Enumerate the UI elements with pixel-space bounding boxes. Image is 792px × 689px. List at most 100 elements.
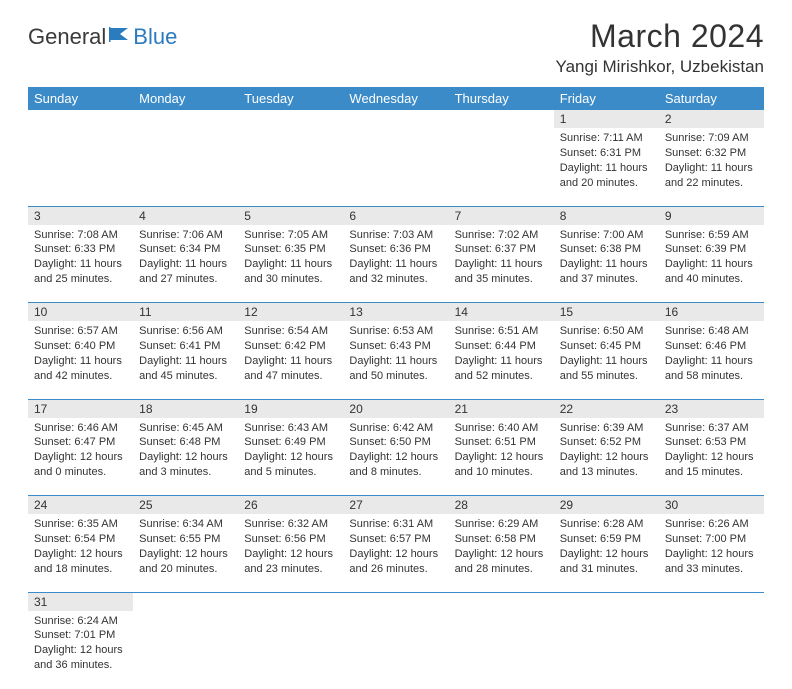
day-details: Sunrise: 6:50 AMSunset: 6:45 PMDaylight:… (554, 321, 659, 387)
day-content-cell (133, 611, 238, 689)
day-number-cell (554, 592, 659, 611)
day-number-cell: 2 (659, 110, 764, 128)
day-details: Sunrise: 6:42 AMSunset: 6:50 PMDaylight:… (343, 418, 448, 484)
day-content-cell: Sunrise: 6:45 AMSunset: 6:48 PMDaylight:… (133, 418, 238, 496)
day-content-cell: Sunrise: 6:59 AMSunset: 6:39 PMDaylight:… (659, 225, 764, 303)
day-number-cell: 5 (238, 206, 343, 225)
day-number-cell: 3 (28, 206, 133, 225)
day-number-cell (449, 110, 554, 128)
day-number-cell: 18 (133, 399, 238, 418)
day-number-cell: 24 (28, 496, 133, 515)
day-content-cell: Sunrise: 6:56 AMSunset: 6:41 PMDaylight:… (133, 321, 238, 399)
day-content-cell: Sunrise: 6:51 AMSunset: 6:44 PMDaylight:… (449, 321, 554, 399)
day-content-row: Sunrise: 6:24 AMSunset: 7:01 PMDaylight:… (28, 611, 764, 689)
day-number-cell (238, 592, 343, 611)
day-details: Sunrise: 6:53 AMSunset: 6:43 PMDaylight:… (343, 321, 448, 387)
day-number-cell: 31 (28, 592, 133, 611)
weekday-header: Tuesday (238, 87, 343, 110)
day-content-cell: Sunrise: 7:09 AMSunset: 6:32 PMDaylight:… (659, 128, 764, 206)
weekday-header: Thursday (449, 87, 554, 110)
weekday-header: Sunday (28, 87, 133, 110)
day-content-cell: Sunrise: 6:57 AMSunset: 6:40 PMDaylight:… (28, 321, 133, 399)
day-number-cell (28, 110, 133, 128)
day-number-cell: 8 (554, 206, 659, 225)
day-details: Sunrise: 6:32 AMSunset: 6:56 PMDaylight:… (238, 514, 343, 580)
day-number-cell (659, 592, 764, 611)
brand-part2: Blue (133, 24, 177, 50)
day-number-cell: 7 (449, 206, 554, 225)
header: General Blue March 2024 Yangi Mirishkor,… (28, 18, 764, 77)
day-content-cell: Sunrise: 6:28 AMSunset: 6:59 PMDaylight:… (554, 514, 659, 592)
day-content-cell (449, 611, 554, 689)
day-content-cell: Sunrise: 7:11 AMSunset: 6:31 PMDaylight:… (554, 128, 659, 206)
day-number-cell (343, 110, 448, 128)
weekday-header: Saturday (659, 87, 764, 110)
weekday-header: Friday (554, 87, 659, 110)
day-details: Sunrise: 7:09 AMSunset: 6:32 PMDaylight:… (659, 128, 764, 194)
day-content-cell (28, 128, 133, 206)
day-number-cell: 17 (28, 399, 133, 418)
day-number-cell: 20 (343, 399, 448, 418)
day-content-cell (554, 611, 659, 689)
day-number-cell: 6 (343, 206, 448, 225)
day-number-cell: 28 (449, 496, 554, 515)
day-number-row: 10111213141516 (28, 303, 764, 322)
day-details: Sunrise: 6:54 AMSunset: 6:42 PMDaylight:… (238, 321, 343, 387)
day-content-cell: Sunrise: 7:03 AMSunset: 6:36 PMDaylight:… (343, 225, 448, 303)
day-content-cell: Sunrise: 7:05 AMSunset: 6:35 PMDaylight:… (238, 225, 343, 303)
day-content-cell: Sunrise: 6:35 AMSunset: 6:54 PMDaylight:… (28, 514, 133, 592)
day-details: Sunrise: 7:06 AMSunset: 6:34 PMDaylight:… (133, 225, 238, 291)
day-number-cell: 1 (554, 110, 659, 128)
day-content-cell: Sunrise: 6:31 AMSunset: 6:57 PMDaylight:… (343, 514, 448, 592)
title-block: March 2024 Yangi Mirishkor, Uzbekistan (556, 18, 765, 77)
day-details: Sunrise: 6:48 AMSunset: 6:46 PMDaylight:… (659, 321, 764, 387)
day-details: Sunrise: 7:05 AMSunset: 6:35 PMDaylight:… (238, 225, 343, 291)
day-details: Sunrise: 6:34 AMSunset: 6:55 PMDaylight:… (133, 514, 238, 580)
day-number-cell: 19 (238, 399, 343, 418)
day-details: Sunrise: 6:31 AMSunset: 6:57 PMDaylight:… (343, 514, 448, 580)
day-content-row: Sunrise: 7:08 AMSunset: 6:33 PMDaylight:… (28, 225, 764, 303)
day-content-cell (449, 128, 554, 206)
day-number-row: 24252627282930 (28, 496, 764, 515)
weekday-header: Wednesday (343, 87, 448, 110)
day-number-row: 31 (28, 592, 764, 611)
brand-logo: General Blue (28, 18, 177, 50)
day-content-cell: Sunrise: 6:46 AMSunset: 6:47 PMDaylight:… (28, 418, 133, 496)
day-content-cell: Sunrise: 7:06 AMSunset: 6:34 PMDaylight:… (133, 225, 238, 303)
day-number-cell: 25 (133, 496, 238, 515)
day-content-cell (343, 611, 448, 689)
day-details: Sunrise: 7:11 AMSunset: 6:31 PMDaylight:… (554, 128, 659, 194)
brand-part1: General (28, 24, 106, 50)
day-details: Sunrise: 6:57 AMSunset: 6:40 PMDaylight:… (28, 321, 133, 387)
day-details: Sunrise: 6:43 AMSunset: 6:49 PMDaylight:… (238, 418, 343, 484)
day-content-cell (133, 128, 238, 206)
day-number-cell: 27 (343, 496, 448, 515)
day-content-cell (659, 611, 764, 689)
day-details: Sunrise: 6:46 AMSunset: 6:47 PMDaylight:… (28, 418, 133, 484)
day-details: Sunrise: 6:45 AMSunset: 6:48 PMDaylight:… (133, 418, 238, 484)
day-content-cell: Sunrise: 6:37 AMSunset: 6:53 PMDaylight:… (659, 418, 764, 496)
day-number-cell: 10 (28, 303, 133, 322)
day-content-cell: Sunrise: 6:24 AMSunset: 7:01 PMDaylight:… (28, 611, 133, 689)
day-details: Sunrise: 6:24 AMSunset: 7:01 PMDaylight:… (28, 611, 133, 677)
day-content-cell: Sunrise: 6:43 AMSunset: 6:49 PMDaylight:… (238, 418, 343, 496)
day-content-cell: Sunrise: 7:08 AMSunset: 6:33 PMDaylight:… (28, 225, 133, 303)
day-number-cell: 22 (554, 399, 659, 418)
day-number-cell (133, 592, 238, 611)
day-content-row: Sunrise: 6:35 AMSunset: 6:54 PMDaylight:… (28, 514, 764, 592)
day-details: Sunrise: 6:59 AMSunset: 6:39 PMDaylight:… (659, 225, 764, 291)
day-details: Sunrise: 7:02 AMSunset: 6:37 PMDaylight:… (449, 225, 554, 291)
day-content-cell: Sunrise: 6:29 AMSunset: 6:58 PMDaylight:… (449, 514, 554, 592)
day-content-cell (238, 128, 343, 206)
day-details: Sunrise: 6:35 AMSunset: 6:54 PMDaylight:… (28, 514, 133, 580)
page-title: March 2024 (556, 18, 765, 55)
day-details: Sunrise: 6:51 AMSunset: 6:44 PMDaylight:… (449, 321, 554, 387)
day-details: Sunrise: 7:03 AMSunset: 6:36 PMDaylight:… (343, 225, 448, 291)
day-content-cell (238, 611, 343, 689)
day-content-cell (343, 128, 448, 206)
day-details: Sunrise: 6:39 AMSunset: 6:52 PMDaylight:… (554, 418, 659, 484)
day-number-cell (449, 592, 554, 611)
day-content-cell: Sunrise: 6:48 AMSunset: 6:46 PMDaylight:… (659, 321, 764, 399)
day-content-cell: Sunrise: 6:42 AMSunset: 6:50 PMDaylight:… (343, 418, 448, 496)
day-number-cell: 13 (343, 303, 448, 322)
